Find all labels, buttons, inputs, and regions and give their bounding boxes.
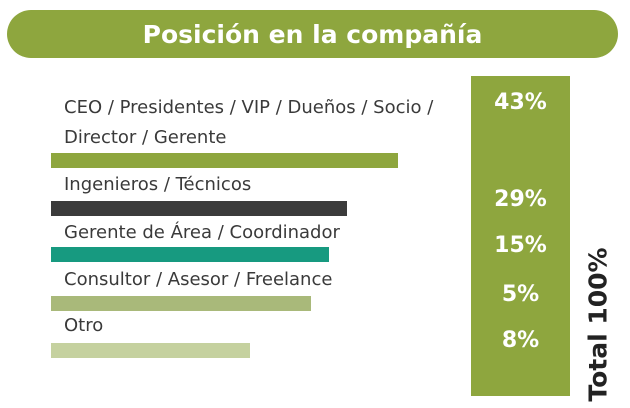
data-label: 8% bbox=[501, 328, 540, 353]
data-label: 5% bbox=[501, 282, 540, 307]
category-label: CEO / Presidentes / VIP / Dueños / Socio… bbox=[64, 97, 434, 118]
bar bbox=[51, 201, 347, 216]
percentage-column bbox=[471, 76, 570, 396]
category-label: Gerente de Área / Coordinador bbox=[64, 222, 340, 243]
bar bbox=[51, 247, 329, 262]
total-label-container: Total 100% bbox=[574, 246, 622, 402]
bar bbox=[51, 296, 311, 311]
category-label: Director / Gerente bbox=[64, 127, 227, 148]
bar bbox=[51, 343, 250, 358]
category-label: Otro bbox=[64, 315, 104, 336]
data-label: 29% bbox=[494, 187, 547, 212]
total-label: Total 100% bbox=[583, 246, 613, 402]
chart-title-banner: Posición en la compañía bbox=[7, 10, 618, 58]
category-label: Consultor / Asesor / Freelance bbox=[64, 269, 333, 290]
data-label: 43% bbox=[494, 90, 547, 115]
category-label: Ingenieros / Técnicos bbox=[64, 174, 252, 195]
data-label: 15% bbox=[494, 233, 547, 258]
chart-title: Posición en la compañía bbox=[142, 19, 483, 49]
bar bbox=[51, 153, 398, 168]
